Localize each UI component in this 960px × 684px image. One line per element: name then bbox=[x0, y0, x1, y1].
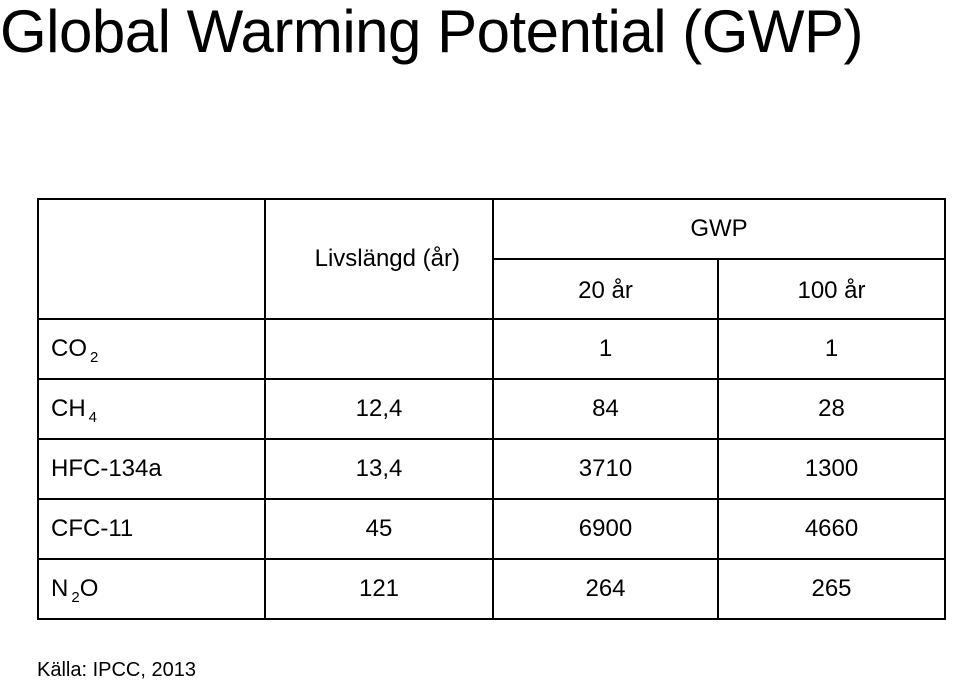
gwp20-cell: 1 bbox=[492, 318, 719, 380]
header-gwp: GWP bbox=[491, 198, 947, 260]
header-lifetime: Livslängd (år) bbox=[264, 198, 494, 320]
gwp20-cell: 84 bbox=[492, 378, 719, 440]
header-empty-cell bbox=[37, 198, 266, 320]
page-title: Global Warming Potential (GWP) bbox=[0, 0, 864, 65]
gas-name-suffix: O bbox=[79, 575, 99, 602]
header-gwp-20: 20 år bbox=[492, 258, 719, 320]
header-gwp-20-label: 20 år bbox=[578, 277, 633, 304]
gwp100-cell: 1 bbox=[716, 318, 947, 380]
table-header-row: Livslängd (år) GWP bbox=[37, 198, 947, 320]
header-gwp-100-label: 100 år bbox=[797, 277, 866, 304]
lifetime-cell: 121 bbox=[264, 558, 494, 620]
table-row: CO 2 1 1 bbox=[37, 318, 947, 380]
gas-subscript: 2 bbox=[71, 589, 80, 606]
table-row: CFC-11 45 6900 4660 bbox=[37, 498, 947, 560]
header-lifetime-label: Livslängd (år) bbox=[314, 245, 460, 272]
gwp-table: Livslängd (år) GWP 20 år 100 år CO 2 1 1 … bbox=[37, 198, 947, 620]
gwp100-cell: 4660 bbox=[716, 498, 947, 560]
lifetime-cell: 12,4 bbox=[264, 378, 494, 440]
gas-name: CFC-11 bbox=[51, 515, 134, 542]
gas-subscript: 4 bbox=[88, 409, 98, 426]
header-gwp-label: GWP bbox=[690, 215, 748, 242]
source-note: Källa: IPCC, 2013 bbox=[37, 659, 196, 681]
gas-name: CH bbox=[51, 395, 86, 422]
gwp100-cell: 28 bbox=[716, 378, 947, 440]
gas-name-cell: CO 2 bbox=[37, 318, 266, 380]
table-row: CH 4 12,4 84 28 bbox=[37, 378, 947, 440]
gas-name: HFC-134a bbox=[51, 455, 162, 482]
gas-name-cell: N 2O bbox=[37, 558, 266, 620]
lifetime-cell: 13,4 bbox=[264, 438, 494, 500]
gwp20-cell: 6900 bbox=[492, 498, 719, 560]
table-row: N 2O 121 264 265 bbox=[37, 558, 947, 620]
table-subheader-row: 20 år 100 år bbox=[38, 258, 947, 320]
gas-name-cell: HFC-134a bbox=[37, 438, 266, 500]
header-gwp-100: 100 år bbox=[716, 258, 947, 320]
gas-name: N bbox=[51, 575, 69, 602]
lifetime-cell bbox=[264, 318, 494, 380]
gwp20-cell: 3710 bbox=[492, 438, 719, 500]
table-row: HFC-134a 13,4 3710 1300 bbox=[37, 438, 947, 500]
gas-name-cell: CFC-11 bbox=[37, 498, 266, 560]
gas-name: CO bbox=[51, 335, 87, 362]
gwp100-cell: 265 bbox=[716, 558, 947, 620]
gwp20-cell: 264 bbox=[492, 558, 719, 620]
gas-subscript: 2 bbox=[90, 349, 99, 366]
gwp100-cell: 1300 bbox=[716, 438, 947, 500]
gas-name-cell: CH 4 bbox=[37, 378, 266, 440]
lifetime-cell: 45 bbox=[264, 498, 494, 560]
